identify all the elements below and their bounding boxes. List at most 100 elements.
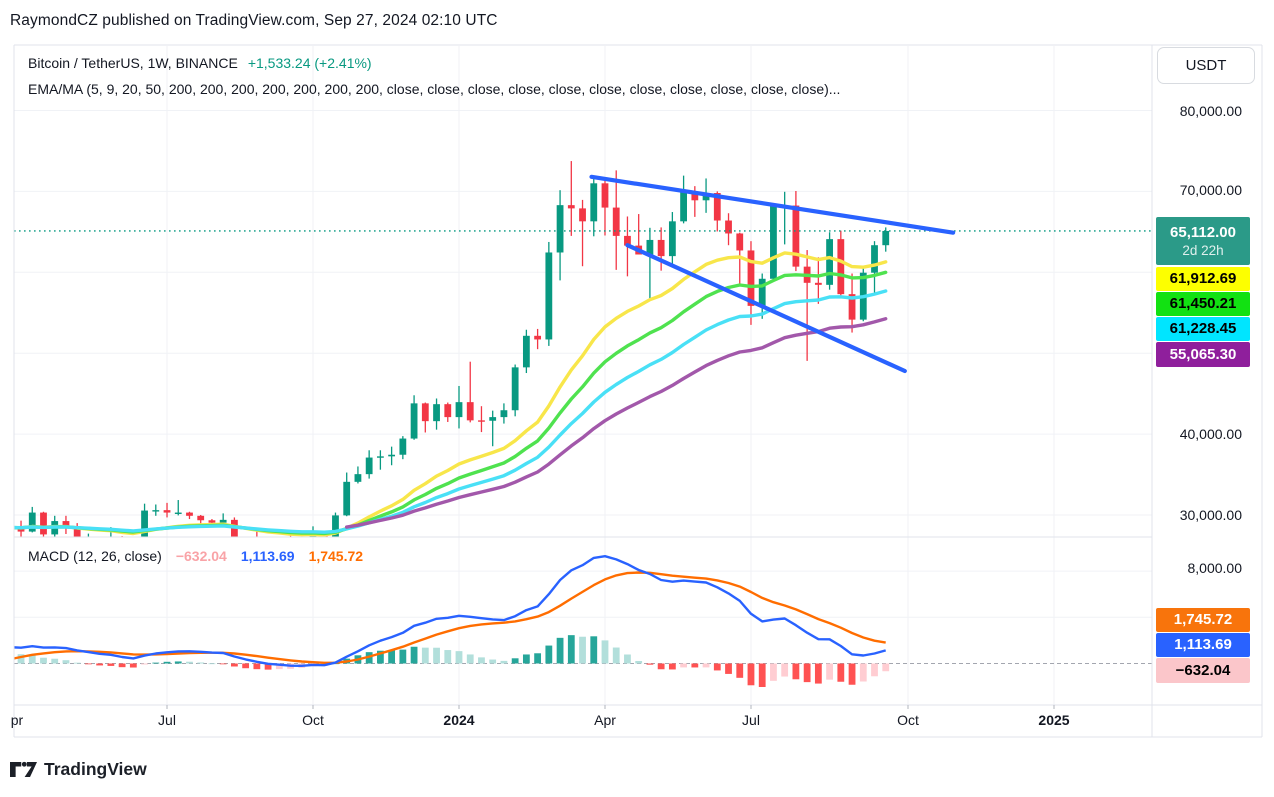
macd-histogram-bar: [107, 663, 115, 666]
macd-histogram-bar: [680, 663, 687, 668]
candle-body: [298, 540, 305, 546]
time-axis-label: 2024: [443, 712, 475, 728]
macd-histogram-bar: [691, 663, 699, 668]
macd-histogram-bar: [713, 663, 721, 671]
macd-histogram-bar: [556, 637, 564, 664]
macd-histogram-bar: [668, 663, 676, 670]
macd-histogram-bar: [73, 662, 81, 664]
candle-body: [770, 206, 777, 279]
price-pane: [6, 161, 1152, 548]
candle-body: [747, 250, 755, 306]
time-axis-label: Jul: [158, 712, 176, 728]
tradingview-logo-text: TradingView: [44, 759, 147, 779]
candle-body: [332, 515, 339, 537]
candle-body: [73, 526, 81, 537]
price-badge: −632.04: [1156, 658, 1250, 683]
macd-histogram-bar: [770, 663, 777, 681]
candle-body: [691, 192, 699, 201]
candle-body: [500, 410, 508, 418]
candle-body: [186, 512, 193, 516]
candle-body: [6, 528, 13, 536]
candle-body: [680, 192, 687, 222]
time-axis-label: Oct: [302, 712, 324, 728]
macd-histogram-bar: [826, 663, 833, 680]
candle-body: [590, 183, 598, 222]
footer-brand: TradingView: [10, 759, 147, 780]
macd-histogram-bar: [186, 661, 193, 664]
candle-body: [40, 512, 47, 535]
candle-body: [736, 233, 744, 251]
candle-body: [354, 474, 362, 482]
macd-histogram-bar: [208, 663, 216, 665]
macd-histogram-bar: [275, 663, 283, 670]
macd-histogram-bar: [163, 661, 171, 664]
candle-body: [545, 252, 553, 340]
candle-body: [62, 521, 70, 527]
macd-histogram-bar: [624, 654, 631, 664]
candle-body: [758, 278, 766, 306]
macd-histogram-bar: [433, 647, 440, 664]
candle-body: [421, 403, 429, 422]
price-badge: 61,228.45: [1156, 317, 1250, 341]
candle-body: [713, 193, 721, 221]
candle-body: [646, 239, 654, 255]
macd-histogram-bar: [859, 663, 867, 682]
price-badge: 61,450.21: [1156, 292, 1250, 316]
macd-histogram-bar: [62, 660, 70, 664]
macd-histogram-bar: [635, 660, 643, 664]
macd-histogram-bar: [242, 663, 250, 669]
macd-histogram-bar: [590, 636, 598, 664]
candle-body: [601, 183, 609, 208]
macd-histogram-bar: [792, 663, 800, 680]
macd-histogram-bar: [601, 640, 609, 664]
candle-body: [522, 335, 530, 368]
candle-body: [28, 512, 36, 532]
macd-histogram-bar: [253, 663, 261, 670]
macd-legend-value: 1,745.72: [308, 548, 364, 564]
candle-body: [466, 402, 474, 421]
candle-body: [826, 239, 833, 285]
macd-histogram-bar: [736, 663, 744, 678]
macd-histogram-bar: [612, 647, 620, 664]
symbol-title: Bitcoin / TetherUS, 1W, BINANCE: [28, 55, 238, 71]
candle-body: [792, 205, 800, 267]
candle-body: [399, 438, 407, 455]
countdown-timer: 2d 22h: [1182, 243, 1224, 258]
ema-indicator-legend: EMA/MA (5, 9, 20, 50, 200, 200, 200, 200…: [28, 81, 841, 97]
candle-body: [343, 481, 351, 516]
candle-body: [107, 537, 114, 540]
macd-histogram-bar: [388, 650, 396, 664]
macd-histogram-bar: [152, 662, 160, 664]
price-badge: 61,912.69: [1156, 267, 1250, 291]
macd-histogram-bar: [118, 663, 126, 668]
candle-body: [489, 417, 497, 421]
macd-histogram-bar: [646, 663, 654, 665]
candle-body: [141, 510, 148, 537]
macd-histogram-bar: [399, 649, 407, 664]
candle-body: [837, 239, 845, 295]
candle-body: [455, 402, 463, 418]
candle-body: [85, 538, 92, 540]
macd-pane: [14, 555, 1152, 687]
macd-legend-value: −632.04: [175, 548, 227, 564]
candle-body: [702, 193, 710, 201]
candle-body: [410, 403, 418, 439]
candle-body: [365, 457, 373, 475]
macd-histogram-bar: [781, 663, 789, 677]
candle-body: [882, 230, 890, 246]
ema-long-line: [345, 317, 888, 529]
macd-histogram-bar: [500, 660, 508, 664]
macd-histogram-bar: [522, 654, 530, 664]
candle-body: [119, 537, 126, 548]
macd-histogram-bar: [376, 650, 384, 664]
macd-histogram-bar: [174, 661, 182, 664]
macd-histogram-bar: [837, 663, 845, 682]
macd-histogram-bar: [725, 663, 732, 674]
macd-histogram-bar: [141, 663, 148, 665]
macd-histogram-bar: [455, 651, 463, 664]
currency-toggle-button[interactable]: USDT: [1157, 47, 1255, 84]
candle-body: [668, 221, 676, 257]
macd-histogram-bar: [871, 663, 878, 677]
candle-body: [376, 456, 384, 458]
